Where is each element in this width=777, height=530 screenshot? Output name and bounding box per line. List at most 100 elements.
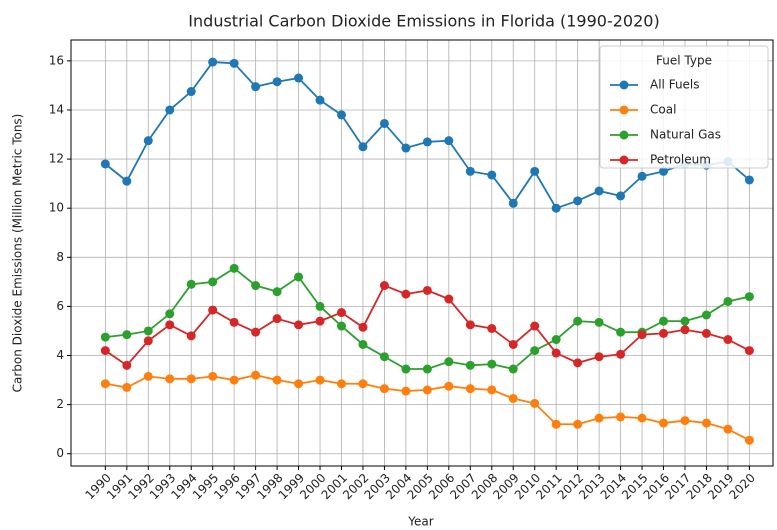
data-point [659,316,669,326]
data-point [487,170,497,180]
data-point [294,379,304,389]
data-point [573,316,583,326]
data-point [122,360,132,370]
data-point [659,328,669,338]
legend-title: Fuel Type [656,54,712,68]
data-point [401,143,411,153]
data-point [251,327,261,337]
data-point [551,335,561,345]
data-point [551,419,561,429]
data-point [165,320,175,330]
data-point [100,159,110,169]
data-point [315,95,325,105]
data-point [508,393,518,403]
data-point [465,384,475,394]
data-point [616,412,626,422]
data-point [143,136,153,146]
y-tick-label: 0 [56,446,64,460]
data-point [315,375,325,385]
data-point [444,294,454,304]
data-point [422,285,432,295]
data-point [465,360,475,370]
legend-label: Coal [650,103,676,117]
data-point [487,385,497,395]
y-tick-label: 2 [56,397,64,411]
data-point [680,416,690,426]
data-point [186,374,196,384]
data-point [208,305,218,315]
data-point [358,322,368,332]
legend-marker [619,155,629,165]
y-tick-label: 14 [49,102,64,116]
y-tick-label: 8 [56,250,64,264]
data-point [401,386,411,396]
data-point [401,289,411,299]
y-tick-label: 10 [49,201,64,215]
data-point [272,375,282,385]
data-point [358,379,368,389]
data-point [744,175,754,185]
data-point [487,324,497,334]
data-point [143,371,153,381]
data-point [594,317,604,327]
data-point [229,317,239,327]
data-point [294,320,304,330]
data-point [551,348,561,358]
data-point [186,331,196,341]
data-point [744,435,754,445]
data-point [358,339,368,349]
data-point [379,118,389,128]
data-point [186,279,196,289]
data-point [208,277,218,287]
data-point [680,325,690,335]
y-tick-label: 12 [49,152,64,166]
data-point [573,358,583,368]
data-point [637,330,647,340]
data-point [530,398,540,408]
legend-marker [619,80,629,90]
data-point [272,314,282,324]
data-point [336,308,346,318]
data-point [165,105,175,115]
data-point [444,381,454,391]
data-point [465,166,475,176]
data-point [637,413,647,423]
data-point [616,191,626,201]
data-point [487,359,497,369]
data-point [637,171,647,181]
x-axis-label: Year [407,515,433,529]
data-point [100,332,110,342]
data-point [315,301,325,311]
y-tick-label: 16 [49,53,64,67]
legend-box [599,45,769,169]
data-point [744,346,754,356]
data-point [723,335,733,345]
legend-marker [619,130,629,140]
data-point [744,292,754,302]
data-point [723,296,733,306]
data-point [573,419,583,429]
data-point [659,418,669,428]
data-point [701,418,711,428]
data-point [208,371,218,381]
data-point [422,385,432,395]
data-point [294,272,304,282]
data-point [616,327,626,337]
legend-label: Petroleum [650,153,711,167]
chart-title: Industrial Carbon Dioxide Emissions in F… [188,12,659,31]
data-point [616,349,626,359]
data-point [336,321,346,331]
data-point [122,330,132,340]
y-tick-label: 4 [56,348,64,362]
data-point [272,77,282,87]
data-point [122,176,132,186]
data-point [143,336,153,346]
data-point [422,137,432,147]
y-tick-label: 6 [56,299,64,313]
data-point [508,339,518,349]
data-point [680,316,690,326]
data-point [336,379,346,389]
data-point [251,370,261,380]
legend-label: All Fuels [650,78,700,92]
